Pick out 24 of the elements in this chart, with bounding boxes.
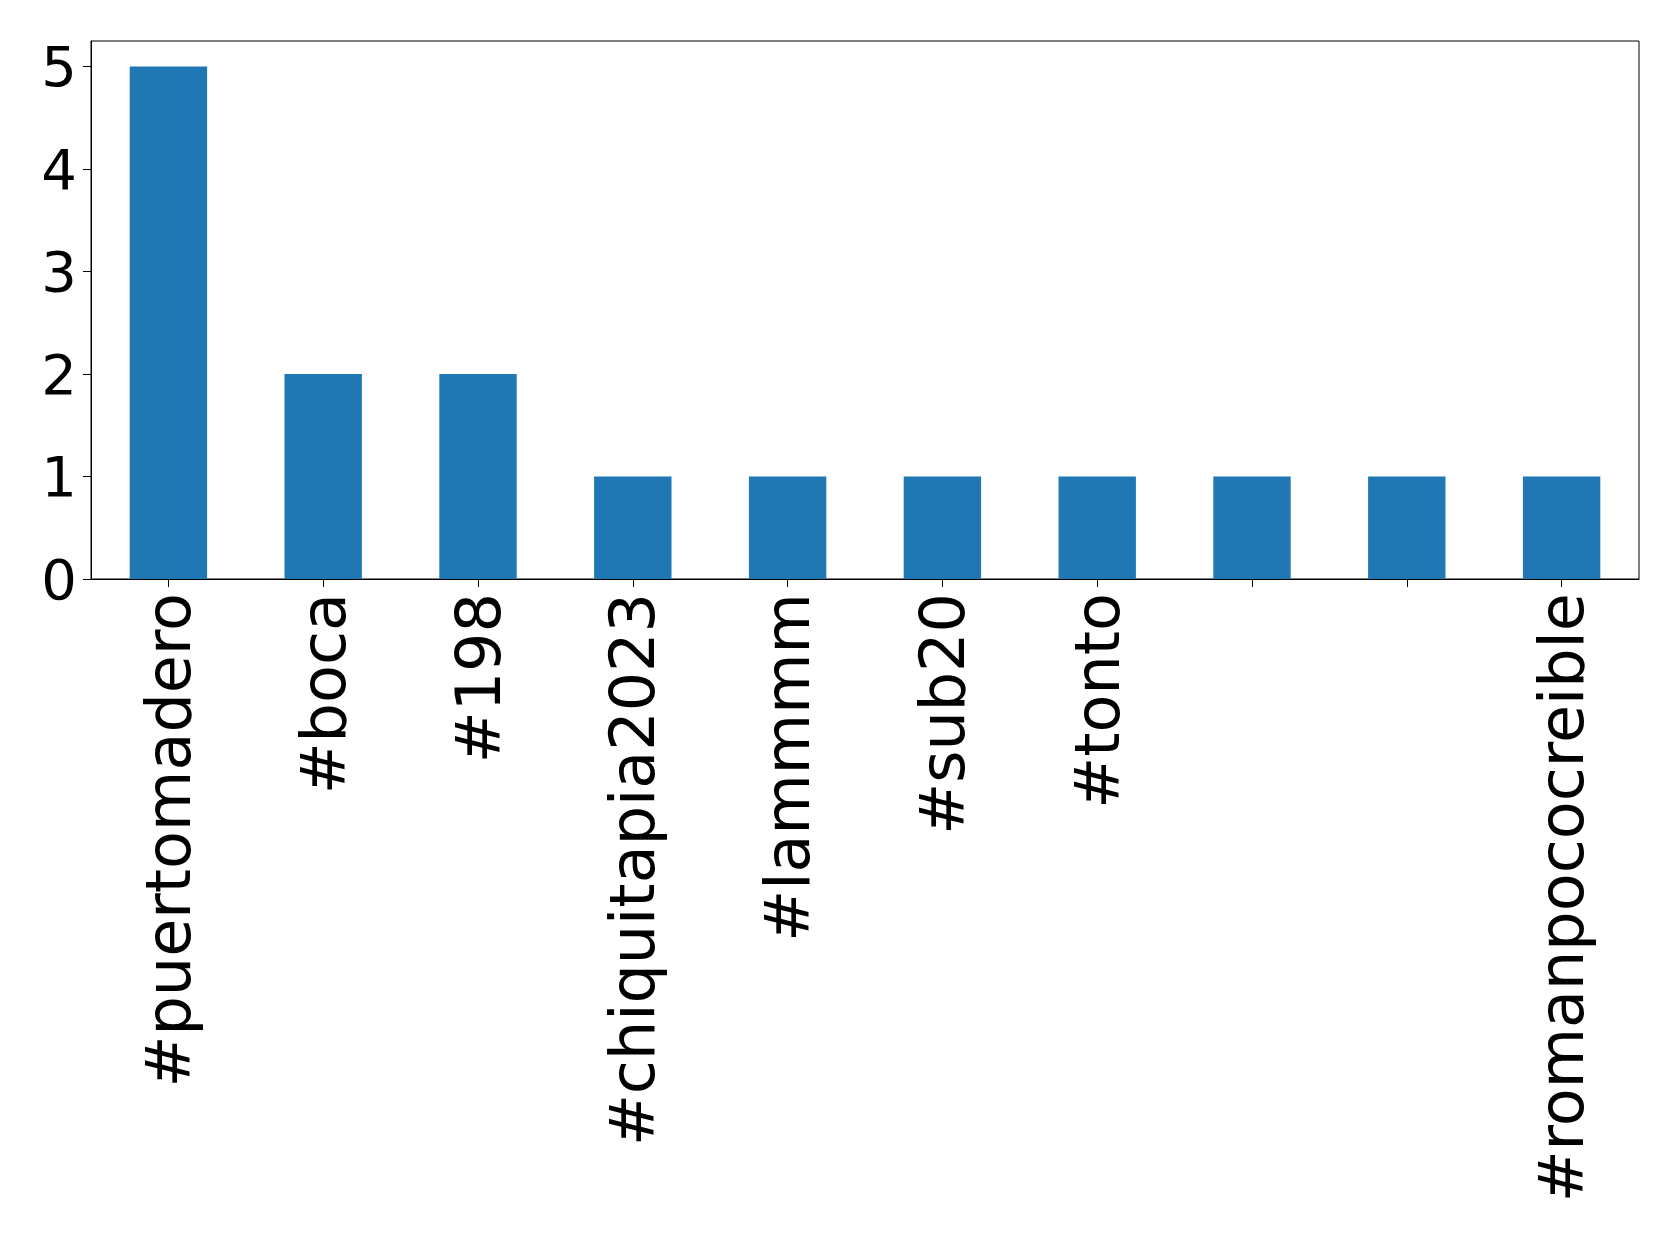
bar: [129, 66, 208, 579]
y-tick-label: 1: [41, 444, 77, 510]
bar: [903, 476, 982, 579]
bar: [439, 374, 517, 579]
x-tick-label: #romanpococreible: [1525, 593, 1599, 1203]
y-tick-label: 2: [41, 341, 77, 407]
bar: [284, 374, 362, 579]
bar: [594, 476, 672, 579]
x-tick-label: #lammmm: [751, 593, 825, 942]
bar: [1522, 476, 1601, 579]
bar: [1058, 476, 1136, 579]
y-tick-label: 4: [41, 136, 77, 202]
y-tick-label: 0: [41, 546, 77, 612]
bar: [1213, 476, 1291, 579]
x-tick-label: #tonto: [1060, 593, 1134, 809]
bar: [748, 476, 827, 579]
y-tick-label: 5: [41, 34, 77, 100]
bar: [1368, 476, 1446, 579]
x-tick-label: #sub20: [905, 593, 979, 835]
x-tick-label: #chiquitapia2023: [596, 593, 670, 1147]
x-tick-label: #puertomadero: [131, 593, 205, 1088]
y-tick-label: 3: [41, 239, 77, 305]
x-tick-label: #boca: [286, 593, 360, 795]
x-tick-label: #198: [441, 593, 515, 764]
